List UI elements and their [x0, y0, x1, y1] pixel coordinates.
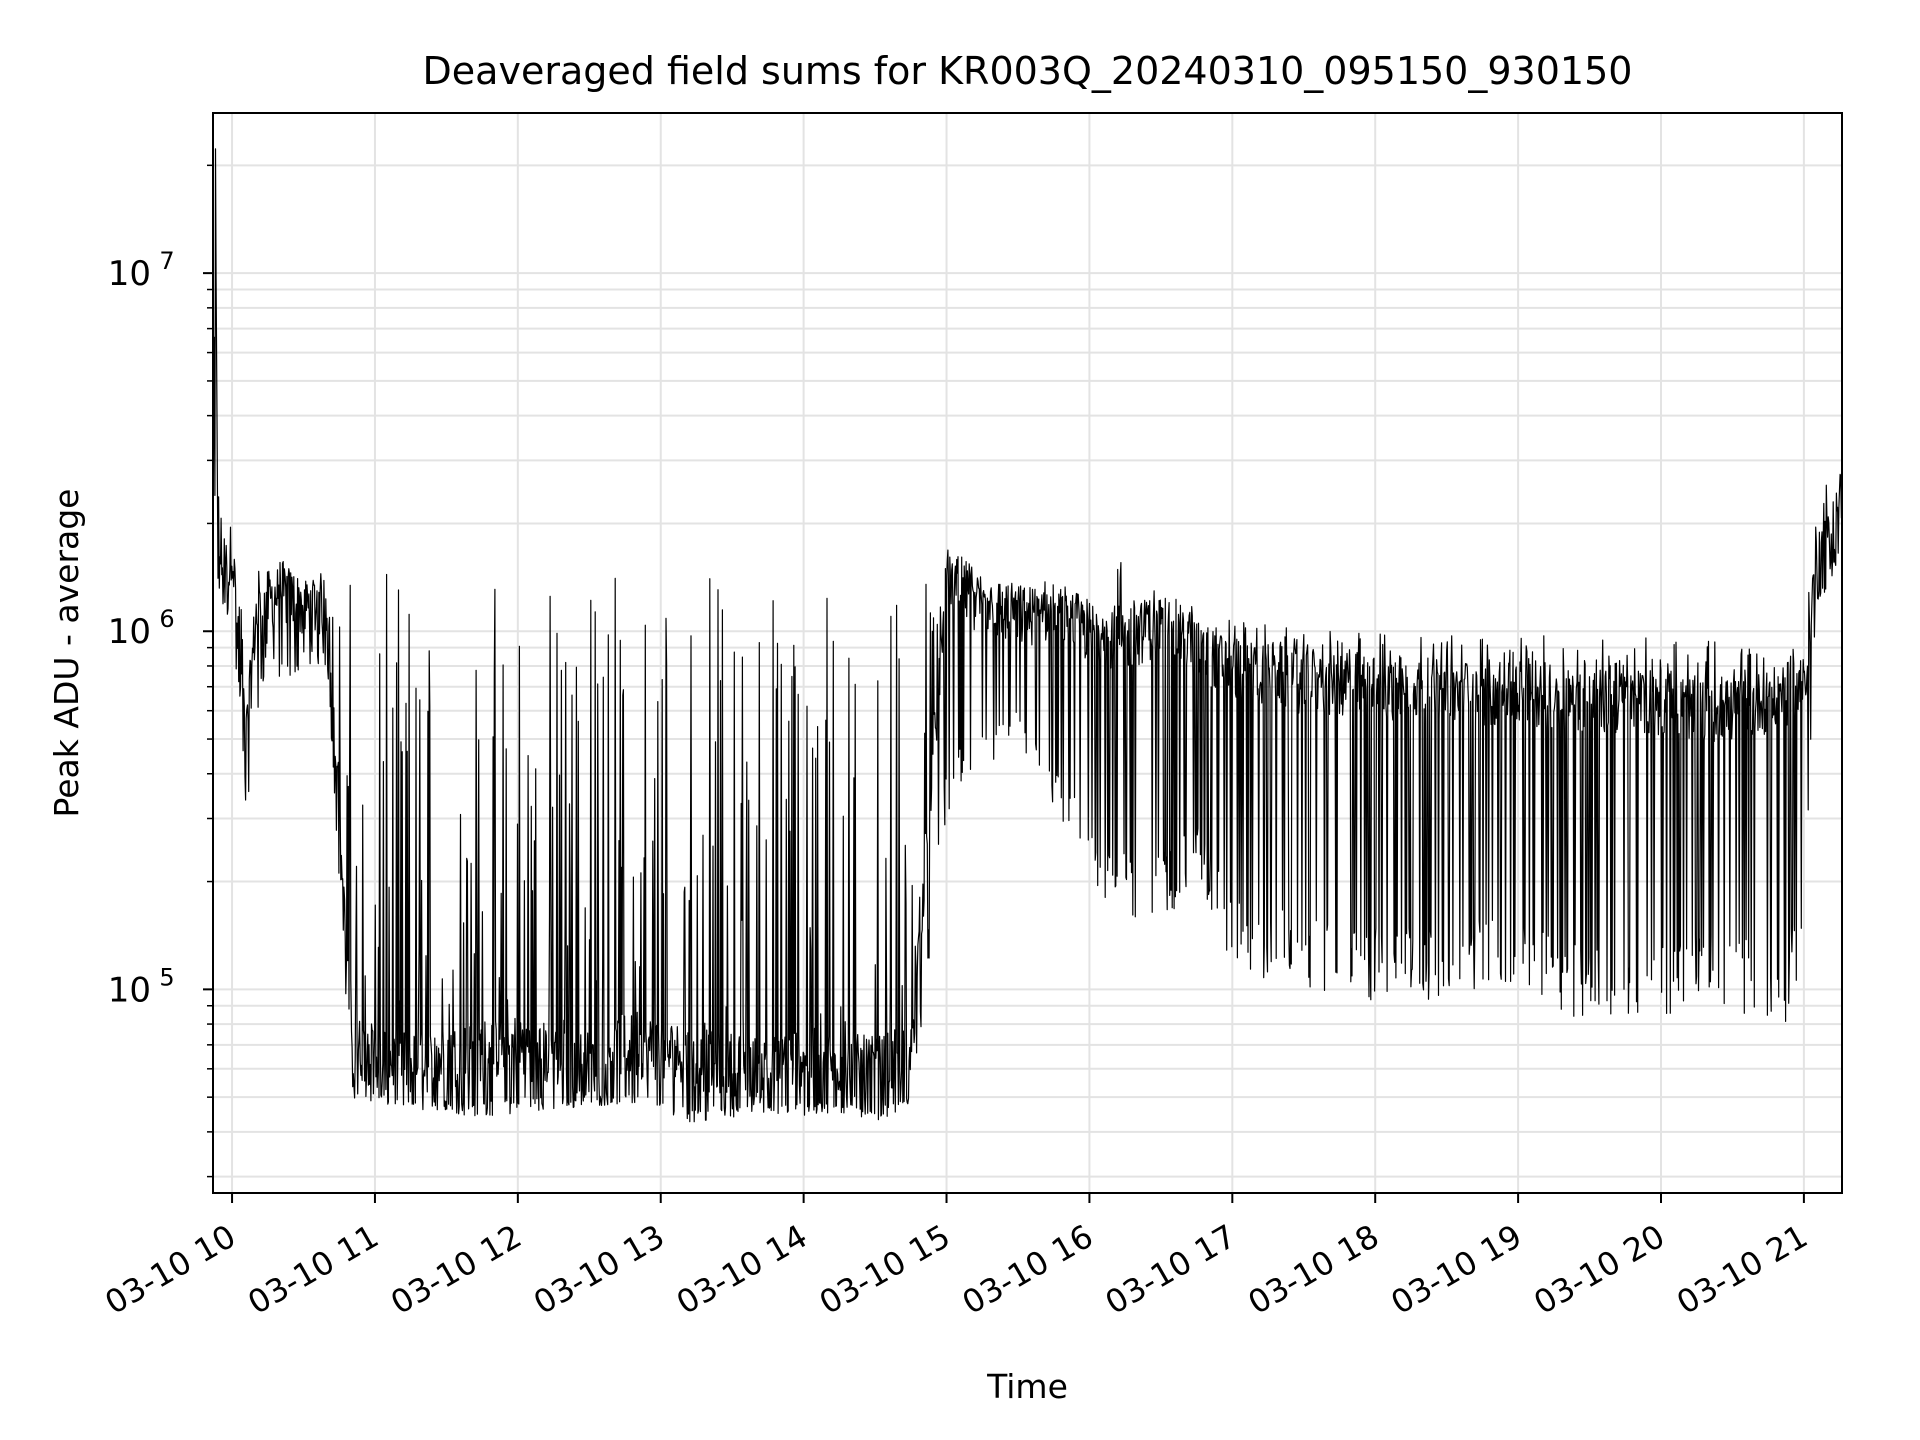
y-axis-label: Peak ADU - average	[47, 489, 86, 818]
plot-frame	[212, 112, 1843, 1194]
plot-line	[212, 148, 1843, 1123]
chart-title: Deaveraged field sums for KR003Q_2024031…	[423, 49, 1633, 93]
grid	[213, 113, 1842, 1193]
y-tick-exponent: 7	[159, 247, 174, 275]
series-line	[212, 148, 1843, 1123]
y-tick-exponent: 5	[159, 963, 174, 991]
y-ticks: 10 5 10 6 10 7	[108, 164, 213, 1178]
y-tick-label: 10	[108, 612, 151, 652]
y-tick-label: 10	[108, 970, 151, 1010]
x-axis-label: Time	[986, 1367, 1068, 1406]
y-tick-exponent: 6	[159, 605, 174, 633]
y-tick-label: 10	[108, 254, 151, 294]
